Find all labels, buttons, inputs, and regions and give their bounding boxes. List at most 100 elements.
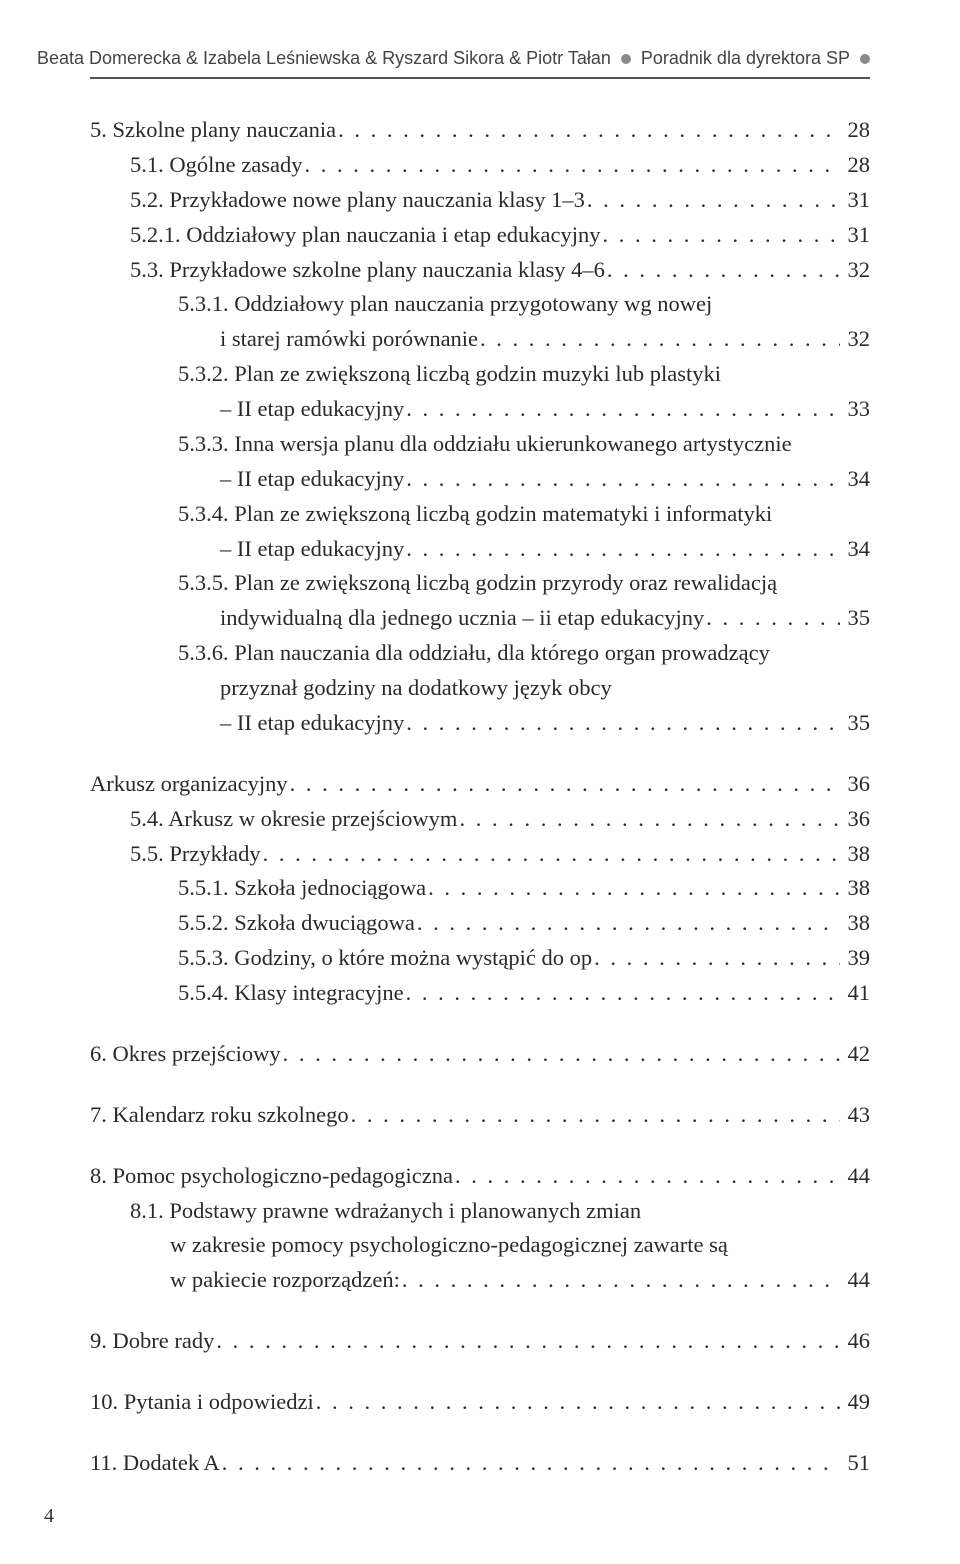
running-header: Beata Domerecka & Izabela Leśniewska & R… — [90, 48, 870, 69]
toc-leader-dots — [304, 148, 839, 183]
toc-label: 11. Dodatek A — [90, 1446, 220, 1481]
toc-entry-line: 5.5.1. Szkoła jednociągowa 38 — [90, 871, 870, 906]
toc-entry-line: 10. Pytania i odpowiedzi49 — [90, 1385, 870, 1420]
toc-leader-dots — [216, 1324, 839, 1359]
toc-label: 8. Pomoc psychologiczno-pedagogiczna — [90, 1159, 453, 1194]
toc-entry-line: 5.4. Arkusz w okresie przejściowym 36 — [90, 802, 870, 837]
toc-page: 38 — [842, 906, 871, 941]
toc-page: 38 — [842, 837, 871, 872]
toc-leader-dots — [594, 941, 839, 976]
toc-entry-line: 5.3.4. Plan ze zwiększoną liczbą godzin … — [90, 497, 870, 532]
toc-page: 32 — [842, 253, 871, 288]
toc-label: 5.4. Arkusz w okresie przejściowym — [130, 802, 457, 837]
toc-entry-line: 5.3.1. Oddziałowy plan nauczania przygot… — [90, 287, 870, 322]
toc-page: 41 — [842, 976, 871, 1011]
toc-gap — [90, 1420, 870, 1446]
toc-entry-line: 5.3.2. Plan ze zwiększoną liczbą godzin … — [90, 357, 870, 392]
toc-page: 44 — [842, 1263, 871, 1298]
toc-page: 44 — [842, 1159, 871, 1194]
toc-page: 34 — [842, 462, 871, 497]
toc-label: 5.5.3. Godziny, o które można wystąpić d… — [178, 941, 592, 976]
toc-gap — [90, 1359, 870, 1385]
toc-entry-line: w pakiecie rozporządzeń: 44 — [90, 1263, 870, 1298]
toc-label: – II etap edukacyjny — [220, 532, 404, 567]
toc-label: 5.5.1. Szkoła jednociągowa — [178, 871, 426, 906]
toc-leader-dots — [706, 601, 839, 636]
toc-leader-dots — [428, 871, 839, 906]
table-of-contents: 5. Szkolne plany nauczania285.1. Ogólne … — [90, 113, 870, 1481]
toc-leader-dots — [480, 322, 839, 357]
toc-label: 5.5. Przykłady — [130, 837, 261, 872]
header-authors: Beata Domerecka & Izabela Leśniewska & R… — [37, 48, 611, 69]
toc-label: 5.2.1. Oddziałowy plan nauczania i etap … — [130, 218, 600, 253]
toc-entry-line: 7. Kalendarz roku szkolnego 43 — [90, 1098, 870, 1133]
toc-entry-line: – II etap edukacyjny 34 — [90, 462, 870, 497]
toc-page: 46 — [842, 1324, 871, 1359]
toc-page: 34 — [842, 532, 871, 567]
toc-leader-dots — [406, 392, 839, 427]
toc-page: 43 — [842, 1098, 871, 1133]
toc-leader-dots — [406, 706, 839, 741]
toc-leader-dots — [587, 183, 840, 218]
toc-leader-dots — [338, 113, 839, 148]
toc-entry-line: 5.2. Przykładowe nowe plany nauczania kl… — [90, 183, 870, 218]
toc-page: 38 — [842, 871, 871, 906]
toc-leader-dots — [602, 218, 839, 253]
toc-leader-dots — [316, 1385, 840, 1420]
toc-label: 5.2. Przykładowe nowe plany nauczania kl… — [130, 183, 585, 218]
toc-page: 28 — [842, 113, 871, 148]
toc-entry-line: 5.5.4. Klasy integracyjne41 — [90, 976, 870, 1011]
toc-label: Arkusz organizacyjny — [90, 767, 288, 802]
toc-entry-line: przyznał godziny na dodatkowy język obcy — [90, 671, 870, 706]
toc-entry-line: 8. Pomoc psychologiczno-pedagogiczna 44 — [90, 1159, 870, 1194]
toc-entry-line: – II etap edukacyjny 33 — [90, 392, 870, 427]
toc-label: i starej ramówki porównanie — [220, 322, 478, 357]
bullet-icon — [860, 54, 870, 64]
toc-page: 36 — [842, 802, 871, 837]
toc-page: 35 — [842, 601, 871, 636]
toc-entry-line: indywidualną dla jednego ucznia – ii eta… — [90, 601, 870, 636]
toc-page: 35 — [842, 706, 871, 741]
toc-leader-dots — [402, 1263, 840, 1298]
toc-gap — [90, 1133, 870, 1159]
toc-page: 33 — [842, 392, 871, 427]
toc-label: w pakiecie rozporządzeń: — [170, 1263, 400, 1298]
toc-label: 9. Dobre rady — [90, 1324, 214, 1359]
toc-label: – II etap edukacyjny — [220, 706, 404, 741]
toc-leader-dots — [459, 802, 839, 837]
toc-entry-line: 8.1. Podstawy prawne wdrażanych i planow… — [90, 1194, 870, 1229]
header-doc-title: Poradnik dla dyrektora SP — [641, 48, 850, 69]
toc-entry-line: 11. Dodatek A51 — [90, 1446, 870, 1481]
toc-gap — [90, 1011, 870, 1037]
toc-entry-line: 6. Okres przejściowy 42 — [90, 1037, 870, 1072]
toc-page: 42 — [842, 1037, 871, 1072]
toc-entry-line: 5.3.3. Inna wersja planu dla oddziału uk… — [90, 427, 870, 462]
toc-entry-line: 5.5. Przykłady 38 — [90, 837, 870, 872]
toc-entry-line: 5.3.5. Plan ze zwiększoną liczbą godzin … — [90, 566, 870, 601]
toc-label: 10. Pytania i odpowiedzi — [90, 1385, 314, 1420]
toc-leader-dots — [607, 253, 840, 288]
toc-label: 5.1. Ogólne zasady — [130, 148, 302, 183]
page-number: 4 — [44, 1505, 54, 1528]
toc-entry-line: 5.2.1. Oddziałowy plan nauczania i etap … — [90, 218, 870, 253]
toc-label: – II etap edukacyjny — [220, 392, 404, 427]
toc-page: 32 — [842, 322, 871, 357]
toc-label: 6. Okres przejściowy — [90, 1037, 281, 1072]
toc-leader-dots — [263, 837, 840, 872]
toc-leader-dots — [455, 1159, 839, 1194]
toc-entry-line: 5.3.6. Plan nauczania dla oddziału, dla … — [90, 636, 870, 671]
toc-leader-dots — [222, 1446, 840, 1481]
toc-entry-line: 5. Szkolne plany nauczania 28 — [90, 113, 870, 148]
toc-page: 36 — [842, 767, 871, 802]
toc-entry-line: 5.5.2. Szkoła dwuciągowa38 — [90, 906, 870, 941]
toc-leader-dots — [283, 1037, 840, 1072]
toc-gap — [90, 1072, 870, 1098]
toc-label: – II etap edukacyjny — [220, 462, 404, 497]
toc-label: 7. Kalendarz roku szkolnego — [90, 1098, 349, 1133]
toc-leader-dots — [351, 1098, 840, 1133]
toc-entry-line: – II etap edukacyjny 35 — [90, 706, 870, 741]
toc-entry-line: 9. Dobre rady 46 — [90, 1324, 870, 1359]
toc-page: 39 — [842, 941, 871, 976]
toc-label: 5. Szkolne plany nauczania — [90, 113, 336, 148]
toc-entry-line: 5.1. Ogólne zasady28 — [90, 148, 870, 183]
